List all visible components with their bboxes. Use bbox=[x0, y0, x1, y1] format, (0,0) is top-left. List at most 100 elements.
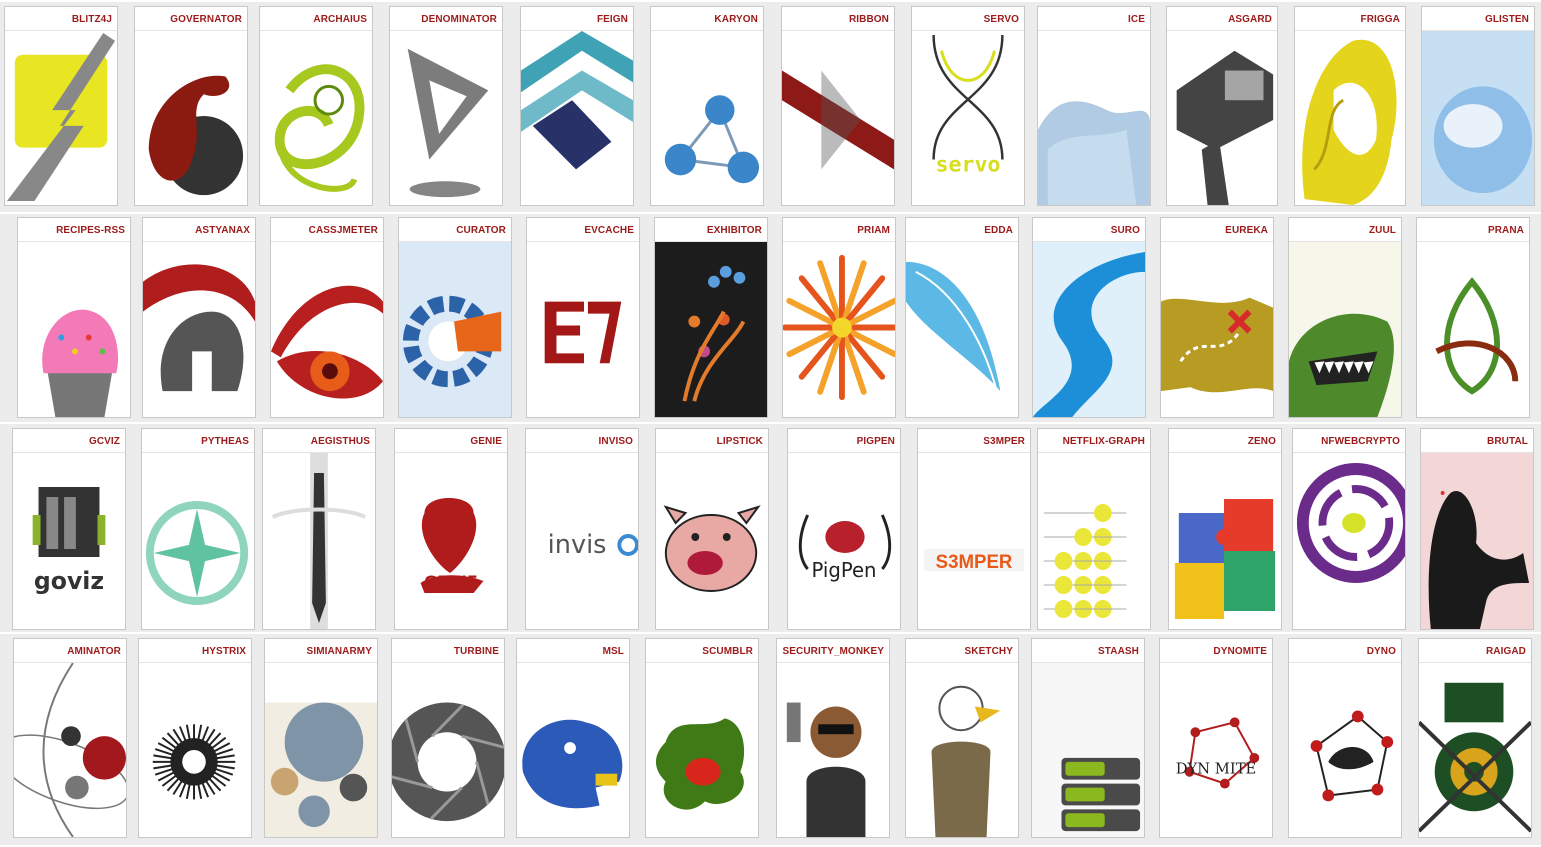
project-card-priam[interactable]: PRIAM bbox=[782, 217, 896, 418]
card-title: NETFLIX-GRAPH bbox=[1062, 436, 1145, 447]
feather-icon bbox=[906, 242, 1018, 417]
card-header: SIMIANARMY bbox=[265, 639, 377, 663]
ribbon-banner-icon bbox=[782, 31, 894, 205]
dot-graph-icon bbox=[1038, 453, 1150, 629]
project-card-simianarmy[interactable]: SIMIANARMY bbox=[264, 638, 378, 838]
project-card-astyanax[interactable]: ASTYANAX bbox=[142, 217, 256, 418]
project-card-blitz4j[interactable]: BLITZ4J bbox=[4, 6, 118, 206]
card-header: PRANA bbox=[1417, 218, 1529, 242]
card-header: DYNOMITE bbox=[1160, 639, 1272, 663]
card-title: FRIGGA bbox=[1360, 14, 1400, 25]
spartan-helmet-icon-graphic bbox=[143, 264, 255, 392]
card-title: EDDA bbox=[984, 225, 1013, 236]
project-card-turbine[interactable]: TURBINE bbox=[391, 638, 505, 838]
project-card-hystrix[interactable]: HYSTRIX bbox=[138, 638, 252, 838]
project-card-msl[interactable]: MSL bbox=[516, 638, 630, 838]
project-card-asgard[interactable]: ASGARD bbox=[1166, 6, 1278, 206]
project-card-sketchy[interactable]: SKETCHY bbox=[905, 638, 1019, 838]
monkey-army-icon-graphic bbox=[265, 702, 377, 837]
card-header: ZENO bbox=[1169, 429, 1281, 453]
project-card-scumblr[interactable]: SCUMBLR bbox=[645, 638, 759, 838]
card-title: LIPSTICK bbox=[716, 436, 763, 447]
project-card-zeno[interactable]: ZENO bbox=[1168, 428, 1282, 630]
project-card-feign[interactable]: FEIGN bbox=[520, 6, 634, 206]
project-card-suro[interactable]: SURO bbox=[1032, 217, 1146, 418]
server-stack-icon bbox=[1032, 663, 1144, 837]
triangle-icon bbox=[390, 31, 502, 205]
project-card-pytheas[interactable]: PYTHEAS bbox=[141, 428, 255, 630]
project-card-nfwebcrypto[interactable]: NFWEBCRYPTO bbox=[1292, 428, 1406, 630]
lightning-bolt-icon bbox=[5, 31, 117, 205]
row-band-1 bbox=[0, 2, 1541, 212]
project-card-netflix-graph[interactable]: NETFLIX-GRAPH bbox=[1037, 428, 1151, 630]
project-card-governator[interactable]: GOVERNATOR bbox=[134, 6, 248, 206]
project-card-s3mper[interactable]: S3MPER S3MPER bbox=[917, 428, 1031, 630]
card-header: GOVERNATOR bbox=[135, 7, 247, 31]
project-card-cassjmeter[interactable]: CASSJMETER bbox=[270, 217, 384, 418]
project-card-archaius[interactable]: ARCHAIUS bbox=[259, 6, 373, 206]
card-title: PRIAM bbox=[857, 225, 890, 236]
project-card-brutal[interactable]: BRUTAL bbox=[1420, 428, 1534, 630]
aperture-icon bbox=[392, 663, 504, 837]
project-card-dyno[interactable]: DYNO bbox=[1288, 638, 1402, 838]
project-card-staash[interactable]: STAASH bbox=[1031, 638, 1145, 838]
project-card-security-monkey[interactable]: SECURITY_MONKEY bbox=[776, 638, 890, 838]
row-band-3 bbox=[0, 424, 1541, 632]
fortress-shield-icon bbox=[1419, 663, 1531, 837]
card-wordmark: S3MPER bbox=[936, 551, 1013, 572]
spartan-helmet-icon bbox=[143, 242, 255, 417]
servo-wordmark-icon: servo bbox=[912, 31, 1024, 205]
project-card-evcache[interactable]: EVCACHE bbox=[526, 217, 640, 418]
project-card-genie[interactable]: GENIE GENIE bbox=[394, 428, 508, 630]
project-card-inviso[interactable]: INVISO invis bbox=[525, 428, 639, 630]
s3mper-wordmark-icon-graphic: S3MPER bbox=[923, 549, 1025, 572]
lightning-bolt-icon-graphic bbox=[6, 32, 116, 202]
card-header: STAASH bbox=[1032, 639, 1144, 663]
trefoil-icon bbox=[1417, 242, 1529, 417]
card-header: FRIGGA bbox=[1295, 7, 1405, 31]
row-band-2 bbox=[0, 214, 1541, 422]
project-card-dynomite[interactable]: DYNOMITE DYN MITE bbox=[1159, 638, 1273, 838]
shadow-figure-icon-graphic bbox=[1421, 453, 1533, 629]
gear-icon-graphic bbox=[399, 242, 511, 417]
project-card-servo[interactable]: SERVO servo bbox=[911, 6, 1025, 206]
project-card-ice[interactable]: ICE bbox=[1037, 6, 1151, 206]
cupcake-icon-graphic bbox=[42, 309, 119, 417]
project-card-gcviz[interactable]: GCVIZ goviz bbox=[12, 428, 126, 630]
card-title: GENIE bbox=[470, 436, 502, 447]
card-title: EXHIBITOR bbox=[706, 225, 762, 236]
orbit-icon bbox=[14, 663, 126, 837]
card-title: BRUTAL bbox=[1487, 436, 1528, 447]
card-title: FEIGN bbox=[596, 14, 628, 25]
genie-lamp-icon: GENIE bbox=[395, 453, 507, 629]
aperture-icon-graphic bbox=[392, 702, 504, 822]
goddess-face-icon-graphic bbox=[1302, 39, 1397, 205]
project-card-eureka[interactable]: EUREKA bbox=[1160, 217, 1274, 418]
project-card-edda[interactable]: EDDA bbox=[905, 217, 1019, 418]
project-card-glisten[interactable]: GLISTEN bbox=[1421, 6, 1535, 206]
treasure-map-icon bbox=[1161, 242, 1273, 417]
card-title: ICE bbox=[1128, 14, 1145, 25]
card-wordmark: servo bbox=[935, 152, 1000, 177]
project-card-prana[interactable]: PRANA bbox=[1416, 217, 1530, 418]
project-card-karyon[interactable]: KARYON bbox=[650, 6, 764, 206]
project-card-aminator[interactable]: AMINATOR bbox=[13, 638, 127, 838]
project-card-recipes-rss[interactable]: RECIPES-RSS bbox=[17, 217, 131, 418]
project-card-exhibitor[interactable]: EXHIBITOR bbox=[654, 217, 768, 418]
project-card-denominator[interactable]: DENOMINATOR bbox=[389, 6, 503, 206]
project-card-lipstick[interactable]: LIPSTICK bbox=[655, 428, 769, 630]
card-header: KARYON bbox=[651, 7, 763, 31]
ribbon-banner-icon-graphic bbox=[782, 70, 894, 170]
card-header: LIPSTICK bbox=[656, 429, 768, 453]
project-card-aegisthus[interactable]: AEGISTHUS bbox=[262, 428, 376, 630]
card-header: EDDA bbox=[906, 218, 1018, 242]
card-title: RECIPES-RSS bbox=[56, 225, 125, 236]
project-card-frigga[interactable]: FRIGGA bbox=[1294, 6, 1406, 206]
glass-lens-icon bbox=[1422, 31, 1534, 205]
project-card-pigpen[interactable]: PIGPEN PigPen bbox=[787, 428, 901, 630]
card-title: RAIGAD bbox=[1485, 646, 1526, 657]
project-card-ribbon[interactable]: RIBBON bbox=[781, 6, 895, 206]
project-card-raigad[interactable]: RAIGAD bbox=[1418, 638, 1532, 838]
project-card-zuul[interactable]: ZUUL bbox=[1288, 217, 1402, 418]
project-card-curator[interactable]: CURATOR bbox=[398, 217, 512, 418]
